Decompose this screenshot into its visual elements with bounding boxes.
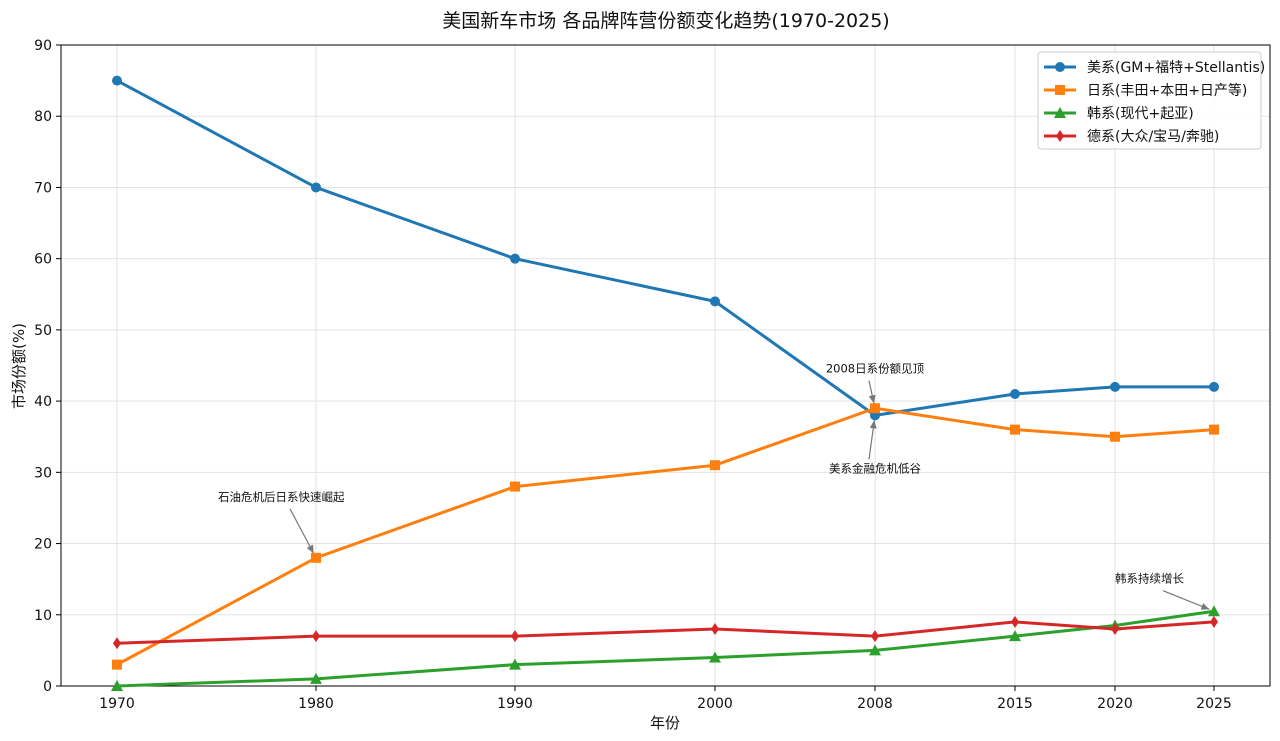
annotation-label: 石油危机后日系快速崛起 <box>218 490 345 504</box>
legend-swatch-marker <box>1054 107 1066 118</box>
legend-label: 日系(丰田+本田+日产等) <box>1087 82 1247 99</box>
y-tick-label: 20 <box>34 537 52 553</box>
annotation-arrow <box>289 508 315 554</box>
y-tick-label: 0 <box>43 679 52 695</box>
x-tick-label: 2025 <box>1196 696 1232 712</box>
annotation-label: 韩系持续增长 <box>1115 572 1184 586</box>
series-line <box>116 79 1214 417</box>
y-axis-label: 市场份额(%) <box>10 323 28 409</box>
data-point <box>311 552 321 563</box>
series-3 <box>113 615 1218 650</box>
y-tick-label: 30 <box>34 465 52 481</box>
legend-swatch-marker <box>1055 62 1065 72</box>
data-point <box>311 182 321 193</box>
data-point <box>1208 605 1220 617</box>
legend-label: 韩系(现代+起亚) <box>1087 106 1194 122</box>
x-tick-label: 2008 <box>857 696 893 712</box>
y-tick-label: 80 <box>34 109 52 125</box>
series-line <box>116 620 1215 645</box>
grid-layer <box>61 44 1270 687</box>
data-point <box>1110 381 1120 392</box>
data-point <box>1209 424 1219 435</box>
data-point <box>870 403 880 414</box>
plot-frame <box>60 44 1271 687</box>
legend-label: 德系(大众/宝马/奔驰) <box>1087 129 1219 145</box>
data-point <box>1110 431 1120 442</box>
series-1 <box>112 403 1219 670</box>
data-point <box>1209 381 1219 392</box>
series-0 <box>112 75 1219 421</box>
annotation-arrowhead <box>306 544 314 554</box>
data-point <box>1011 615 1019 628</box>
legend: 美系(GM+福特+Stellantis) 日系(丰田+本田+日产等) 韩系(现代+起… <box>1037 51 1265 150</box>
annotation-arrowhead <box>869 420 877 429</box>
data-point <box>711 623 719 636</box>
data-point <box>1111 623 1119 636</box>
x-tick-label: 2000 <box>697 696 733 712</box>
data-point <box>113 637 121 650</box>
legend-swatch-marker <box>1056 130 1064 142</box>
annotation-label: 美系金融危机低谷 <box>829 461 921 475</box>
data-point <box>871 630 879 643</box>
annotation-arrowhead <box>868 394 876 404</box>
annotation-label: 2008日系份额见顶 <box>826 362 925 376</box>
data-point <box>869 644 881 656</box>
data-point <box>112 75 122 86</box>
x-axis-label: 年份 <box>650 714 680 732</box>
data-point <box>1010 388 1020 399</box>
data-point <box>112 659 122 670</box>
data-point <box>709 651 721 663</box>
series-line <box>116 406 1215 666</box>
data-point <box>710 460 720 471</box>
annotation-arrowhead <box>1200 603 1210 610</box>
data-point <box>1010 424 1020 435</box>
y-tick-label: 70 <box>34 180 52 196</box>
legend-label: 美系(GM+福特+Stellantis) <box>1087 60 1265 76</box>
data-point <box>509 658 521 670</box>
y-tick-label: 10 <box>34 608 52 624</box>
data-point <box>510 253 520 264</box>
y-tick-label: 60 <box>34 252 52 268</box>
data-point <box>310 672 322 684</box>
x-tick-label: 1990 <box>497 696 533 712</box>
legend-swatch-marker <box>1055 85 1065 95</box>
data-point <box>511 630 519 643</box>
series-2 <box>111 605 1220 691</box>
data-point <box>312 630 320 643</box>
annotation-arrow <box>1162 590 1210 610</box>
legend-box <box>1037 51 1262 150</box>
y-tick-label: 40 <box>34 394 52 410</box>
x-tick-label: 2015 <box>997 696 1033 712</box>
data-point <box>510 481 520 492</box>
data-point <box>710 296 720 307</box>
y-tick-label: 90 <box>34 38 52 54</box>
x-tick-label: 1980 <box>298 696 334 712</box>
series-line <box>116 609 1215 688</box>
data-point <box>111 680 123 691</box>
data-point <box>1210 615 1218 628</box>
data-point <box>1009 630 1021 642</box>
y-tick-label: 50 <box>34 323 52 339</box>
chart-title: 美国新车市场 各品牌阵营份额变化趋势(1970-2025) <box>442 10 889 32</box>
x-tick-label: 1970 <box>99 696 135 712</box>
x-tick-label: 2020 <box>1097 696 1133 712</box>
tick-layer: 0 10 20 30 40 50 60 70 80 90 1970 1980 1990 2000 2008 2… <box>34 38 1232 712</box>
series-layer <box>111 75 1220 691</box>
